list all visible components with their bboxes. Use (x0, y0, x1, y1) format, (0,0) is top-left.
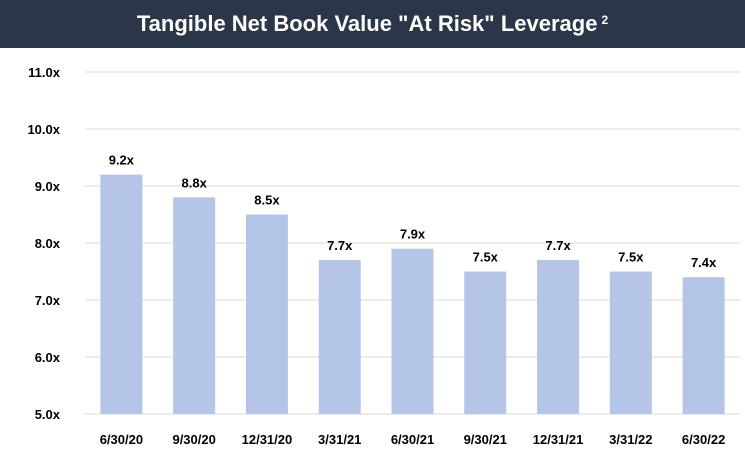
bar (464, 271, 507, 414)
x-tick-label: 9/30/21 (464, 432, 507, 447)
y-tick-label: 10.0x (27, 122, 60, 137)
x-tick-label: 12/31/20 (242, 432, 293, 447)
x-tick-label: 6/30/22 (682, 432, 725, 447)
data-label: 7.5x (473, 250, 499, 265)
x-tick-label: 3/31/21 (318, 432, 361, 447)
data-label: 8.5x (254, 193, 280, 208)
bar (391, 248, 434, 414)
bar (100, 174, 143, 414)
bars (100, 174, 725, 414)
bar (245, 214, 288, 414)
y-tick-label: 9.0x (35, 179, 61, 194)
bar (537, 260, 580, 414)
x-tick-label: 9/30/20 (172, 432, 215, 447)
chart-title: Tangible Net Book Value "At Risk" Levera… (136, 11, 598, 36)
data-label: 7.9x (400, 227, 426, 242)
y-tick-label: 5.0x (35, 407, 61, 422)
data-label: 7.5x (618, 250, 644, 265)
x-tick-label: 3/31/22 (609, 432, 652, 447)
data-label: 7.7x (545, 238, 571, 253)
x-axis-ticks: 6/30/20 9/30/20 12/31/20 3/31/21 6/30/21 9/30… (100, 432, 726, 447)
data-labels: 9.2x 8.8x 8.5x 7.7x 7.9x 7.5x 7.7x 7.5x 7.4x (109, 153, 717, 271)
chart-title-banner: Tangible Net Book Value "At Risk" Levera… (0, 0, 745, 48)
bar (318, 260, 361, 414)
data-label: 7.4x (691, 255, 717, 270)
title-footnote: 2 (601, 13, 609, 27)
data-label: 8.8x (182, 175, 208, 190)
data-label: 9.2x (109, 153, 135, 168)
x-tick-label: 6/30/21 (391, 432, 434, 447)
y-tick-label: 7.0x (35, 293, 61, 308)
y-tick-label: 6.0x (35, 350, 61, 365)
y-tick-label: 11.0x (28, 65, 61, 80)
bar (173, 197, 216, 414)
y-axis-ticks: 5.0x 6.0x 7.0x 8.0x 9.0x 10.0x 11.0x (27, 65, 60, 422)
bar (682, 277, 725, 414)
y-tick-label: 8.0x (35, 236, 61, 251)
data-label: 7.7x (327, 238, 353, 253)
x-tick-label: 12/31/21 (533, 432, 584, 447)
x-tick-label: 6/30/20 (100, 432, 143, 447)
bar (609, 271, 652, 414)
